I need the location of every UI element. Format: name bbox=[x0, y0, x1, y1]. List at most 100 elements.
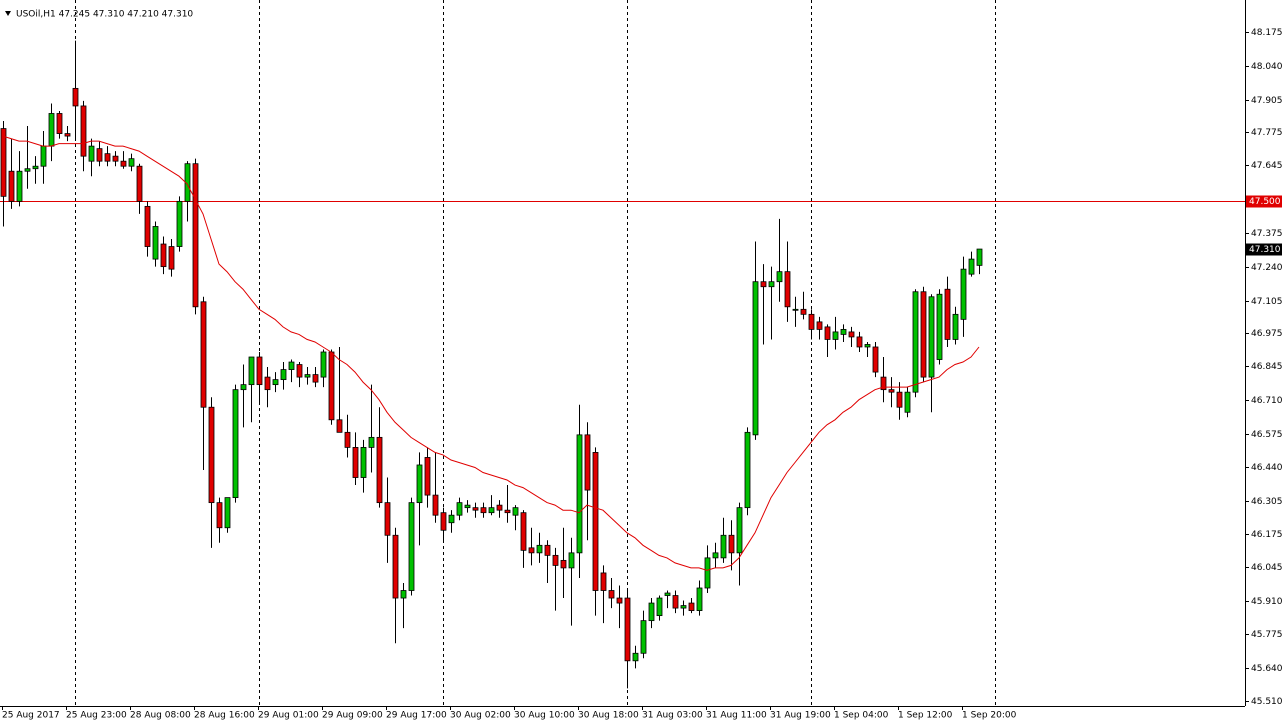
candle-body bbox=[328, 351, 335, 421]
candle-body bbox=[816, 321, 823, 330]
candle-body bbox=[600, 572, 607, 591]
x-tick-label: 29 Aug 09:00 bbox=[322, 711, 383, 721]
candle-body bbox=[848, 331, 855, 338]
candle-body bbox=[504, 509, 511, 514]
candle-body bbox=[592, 452, 599, 591]
y-tick-label: 46.710 bbox=[1251, 396, 1283, 406]
candle-body bbox=[376, 436, 383, 504]
candle-body bbox=[720, 534, 727, 559]
candle-body bbox=[576, 434, 583, 554]
candle-body bbox=[160, 243, 167, 268]
candle-body bbox=[208, 406, 215, 504]
x-tick-label: 1 Sep 20:00 bbox=[962, 711, 1017, 721]
candle-body bbox=[496, 504, 503, 511]
candle-body bbox=[256, 356, 263, 386]
candle-body bbox=[464, 504, 471, 509]
y-tick-label: 47.775 bbox=[1251, 128, 1283, 138]
x-tick-label: 31 Aug 03:00 bbox=[642, 711, 703, 721]
candle-body bbox=[936, 293, 943, 360]
candle-body bbox=[552, 554, 559, 566]
candle-body bbox=[632, 652, 639, 662]
candle-body bbox=[24, 168, 31, 172]
candle-body bbox=[960, 268, 967, 320]
x-tick-label: 25 Aug 2017 bbox=[2, 711, 60, 721]
candle-body bbox=[872, 346, 879, 373]
candle-body bbox=[416, 464, 423, 504]
candle-body bbox=[456, 502, 463, 516]
candle-body bbox=[968, 258, 975, 275]
candle-body bbox=[656, 597, 663, 617]
candle-body bbox=[944, 288, 951, 340]
candle-body bbox=[400, 590, 407, 599]
y-tick-label: 46.175 bbox=[1251, 530, 1283, 540]
candle-body bbox=[144, 205, 151, 247]
candle-body bbox=[0, 128, 7, 197]
chart-title: USOil,H1 47.245 47.310 47.210 47.310 bbox=[16, 10, 193, 20]
y-tick-label: 47.105 bbox=[1251, 297, 1283, 307]
hline-price-box bbox=[1246, 195, 1282, 208]
x-tick-label: 30 Aug 10:00 bbox=[514, 711, 575, 721]
candle-body bbox=[896, 391, 903, 408]
candle-body bbox=[432, 494, 439, 516]
y-tick-label: 48.040 bbox=[1251, 62, 1283, 72]
y-tick-label: 45.775 bbox=[1251, 630, 1283, 640]
candle-body bbox=[104, 153, 111, 162]
candle-body bbox=[616, 597, 623, 604]
y-tick-label: 45.510 bbox=[1251, 697, 1283, 707]
candle-body bbox=[272, 379, 279, 386]
candle-body bbox=[704, 557, 711, 589]
candle-body bbox=[672, 595, 679, 609]
last-price-box bbox=[1246, 243, 1282, 256]
x-tick-label: 1 Sep 04:00 bbox=[834, 711, 889, 721]
y-tick-label: 46.305 bbox=[1251, 497, 1283, 507]
menu-triangle[interactable] bbox=[5, 11, 11, 16]
candle-body bbox=[80, 105, 87, 157]
candle-body bbox=[136, 165, 143, 202]
hline-price-label: 47.500 bbox=[1249, 197, 1281, 207]
candle-body bbox=[320, 351, 327, 378]
candle-body bbox=[952, 313, 959, 340]
y-tick-label: 47.905 bbox=[1251, 96, 1283, 106]
moving-average bbox=[2, 135, 980, 571]
candle-body bbox=[352, 447, 359, 478]
candle-body bbox=[688, 602, 695, 611]
candle-body bbox=[56, 113, 63, 134]
y-tick-label: 45.910 bbox=[1251, 597, 1283, 607]
y-tick-label: 46.845 bbox=[1251, 362, 1283, 372]
candle-body bbox=[288, 361, 295, 370]
y-tick-label: 45.640 bbox=[1251, 664, 1283, 674]
candle-body bbox=[560, 559, 567, 569]
candle-body bbox=[216, 502, 223, 529]
candle-body bbox=[112, 155, 119, 162]
candle-body bbox=[8, 170, 15, 202]
candle-body bbox=[336, 419, 343, 433]
candle-body bbox=[344, 431, 351, 448]
x-tick-label: 30 Aug 18:00 bbox=[578, 711, 639, 721]
candle-body bbox=[232, 389, 239, 499]
candle-body bbox=[368, 436, 375, 448]
candle-body bbox=[192, 163, 199, 308]
x-tick-label: 28 Aug 08:00 bbox=[130, 711, 191, 721]
candle-body bbox=[512, 507, 519, 516]
candle-body bbox=[800, 308, 807, 315]
candle-body bbox=[624, 597, 631, 662]
x-tick-label: 31 Aug 11:00 bbox=[706, 711, 767, 721]
y-tick-label: 46.045 bbox=[1251, 563, 1283, 573]
candle-body bbox=[296, 364, 303, 378]
candle-body bbox=[200, 301, 207, 408]
candle-body bbox=[280, 369, 287, 381]
x-tick-label: 29 Aug 01:00 bbox=[258, 711, 319, 721]
y-tick-label: 46.575 bbox=[1251, 430, 1283, 440]
x-tick-label: 31 Aug 19:00 bbox=[770, 711, 831, 721]
candle-body bbox=[448, 514, 455, 524]
candle-body bbox=[744, 431, 751, 509]
candle-body bbox=[680, 605, 687, 609]
candle-body bbox=[408, 502, 415, 591]
x-tick-label: 1 Sep 12:00 bbox=[898, 711, 953, 721]
candle-body bbox=[696, 587, 703, 611]
candle-body bbox=[768, 281, 775, 288]
candle-body bbox=[752, 281, 759, 436]
candle-body bbox=[832, 331, 839, 340]
